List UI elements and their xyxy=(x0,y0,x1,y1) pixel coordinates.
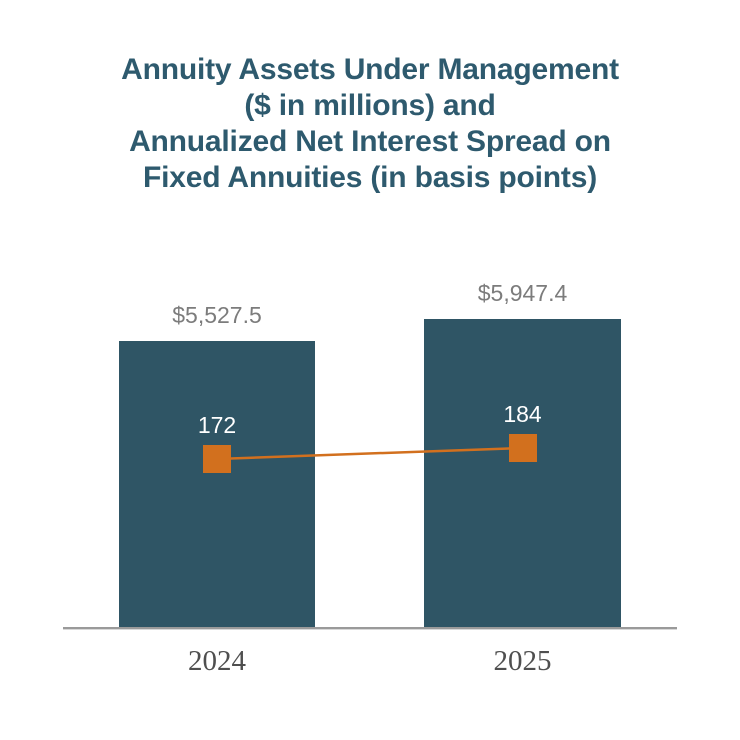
chart-title-line-3: Annualized Net Interest Spread on xyxy=(129,125,611,158)
spread-value-label-2024: 172 xyxy=(197,412,237,438)
spread-value-label-2025: 184 xyxy=(503,401,542,427)
spread-marker-2024 xyxy=(203,445,231,473)
x-axis-line xyxy=(63,627,677,630)
x-axis-label-2025: 2025 xyxy=(493,645,552,677)
chart-title-line-2: ($ in millions) and xyxy=(244,89,496,122)
bar-2025 xyxy=(424,319,621,629)
bar-value-label-2025: $5,947.4 xyxy=(477,280,568,307)
chart-title-line-1: Annuity Assets Under Management xyxy=(121,53,619,86)
chart-title: Annuity Assets Under Management ($ in mi… xyxy=(0,52,740,196)
x-axis-label-2024: 2024 xyxy=(188,645,246,677)
chart-title-line-4: Fixed Annuities (in basis points) xyxy=(143,161,597,194)
spread-marker-2025 xyxy=(508,434,537,462)
bar-2024 xyxy=(119,341,315,629)
bar-value-label-2024: $5,527.5 xyxy=(172,302,262,329)
